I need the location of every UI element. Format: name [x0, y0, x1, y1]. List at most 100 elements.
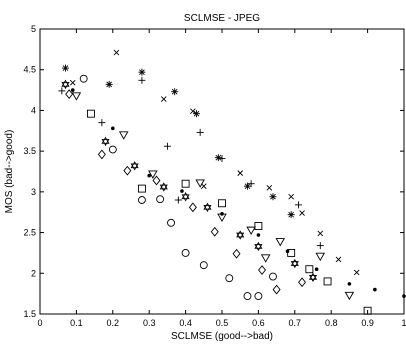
- data-point-dot: [402, 294, 406, 298]
- data-point-diamond: [258, 265, 267, 275]
- data-point-dot: [70, 88, 75, 92]
- data-point-diamond: [188, 202, 197, 213]
- data-point-plus: [58, 87, 66, 95]
- data-point-plus: [196, 128, 204, 136]
- data-points: [58, 49, 406, 315]
- data-point-plus: [174, 196, 182, 204]
- data-point-plus: [98, 119, 106, 127]
- y-tick-label: 5: [31, 24, 36, 34]
- data-point-circle: [156, 195, 165, 204]
- data-point-x: [317, 230, 324, 237]
- data-point-hexagram: [308, 272, 318, 283]
- data-point-hexagram: [181, 192, 190, 202]
- data-point-plus: [138, 76, 146, 84]
- data-point-square: [305, 265, 314, 274]
- data-point-diamond: [210, 226, 219, 237]
- data-point-dot: [256, 233, 261, 237]
- data-point-asterisk: [193, 110, 201, 118]
- data-point-circle: [167, 218, 175, 227]
- data-point-hexagram: [254, 241, 263, 252]
- data-point-plus: [163, 142, 171, 150]
- data-point-square: [254, 222, 263, 231]
- y-tick-label: 3: [31, 187, 36, 197]
- data-point-square: [137, 184, 146, 193]
- y-axis-label: MOS (bad-->good): [4, 130, 15, 214]
- x-tick-label: 0.2: [107, 318, 120, 328]
- data-point-triangle-down: [275, 238, 286, 247]
- data-point-asterisk: [269, 193, 277, 201]
- x-tick-label: 0: [37, 318, 42, 328]
- data-point-triangle-down: [148, 170, 158, 179]
- data-point-square: [287, 248, 296, 257]
- data-point-square: [218, 199, 226, 208]
- data-point-circle: [137, 196, 146, 204]
- data-point-x: [288, 193, 294, 200]
- data-point-x: [200, 183, 207, 189]
- y-tick-label: 3.5: [23, 146, 36, 156]
- data-point-triangle-down: [246, 226, 256, 236]
- data-point-diamond: [97, 149, 106, 160]
- data-point-triangle-down: [118, 131, 129, 140]
- data-point-square: [181, 179, 190, 188]
- data-point-circle: [243, 292, 252, 301]
- data-point-x: [190, 108, 196, 115]
- x-tick-label: 0.8: [325, 318, 338, 328]
- x-tick-label: 0.4: [179, 318, 192, 328]
- data-point-x: [113, 49, 120, 56]
- data-point-square: [323, 277, 332, 286]
- x-tick-label: 0.6: [252, 318, 265, 328]
- x-tick-label: 0.3: [143, 318, 156, 328]
- data-point-plus: [218, 154, 226, 162]
- data-point-circle: [79, 74, 88, 83]
- y-tick-label: 2: [31, 268, 36, 278]
- data-point-asterisk: [171, 88, 179, 96]
- data-point-circle: [181, 248, 190, 257]
- data-point-plus: [316, 242, 324, 250]
- data-point-triangle-down: [260, 254, 271, 263]
- data-point-hexagram: [203, 202, 212, 213]
- data-point-dot: [180, 189, 184, 193]
- x-tick-label: 0.5: [216, 318, 229, 328]
- data-point-asterisk: [138, 68, 146, 76]
- data-point-diamond: [232, 248, 241, 259]
- data-point-square: [363, 306, 372, 315]
- data-point-hexagram: [61, 79, 70, 90]
- y-tick-label: 1.5: [23, 309, 36, 319]
- data-point-plus: [294, 201, 302, 209]
- data-point-diamond: [272, 284, 281, 295]
- chart-title: SCLMSE - JPEG: [184, 13, 260, 24]
- x-tick-label: 0.1: [70, 318, 83, 328]
- data-point-diamond: [298, 277, 307, 288]
- data-point-asterisk: [214, 154, 222, 162]
- data-point-dot: [373, 287, 377, 292]
- data-point-triangle-down: [195, 179, 205, 188]
- data-point-hexagram: [290, 258, 299, 269]
- data-point-asterisk: [287, 211, 295, 219]
- data-point-x: [69, 79, 76, 86]
- data-point-asterisk: [243, 182, 251, 190]
- data-point-x: [160, 96, 167, 102]
- data-point-x: [335, 256, 342, 263]
- data-point-asterisk: [61, 64, 69, 72]
- data-point-circle: [108, 145, 117, 154]
- data-point-triangle-down: [344, 291, 355, 301]
- y-tick-label: 4: [31, 105, 36, 115]
- x-tick-label: 1: [401, 318, 406, 328]
- x-tick-label: 0.9: [361, 318, 374, 328]
- data-point-diamond: [65, 89, 74, 100]
- data-point-dot: [147, 173, 151, 178]
- data-point-circle: [254, 292, 263, 301]
- data-point-x: [237, 170, 244, 176]
- y-tick-label: 4.5: [23, 65, 36, 75]
- data-point-hexagram: [236, 230, 245, 240]
- data-point-dot: [314, 267, 319, 272]
- data-point-asterisk: [105, 80, 113, 88]
- data-point-square: [87, 109, 95, 118]
- data-point-plus: [247, 180, 255, 188]
- data-point-circle: [199, 261, 208, 270]
- data-point-triangle-down: [315, 252, 326, 262]
- data-point-circle: [269, 272, 277, 281]
- x-axis-label: SCLMSE (good-->bad): [171, 331, 273, 342]
